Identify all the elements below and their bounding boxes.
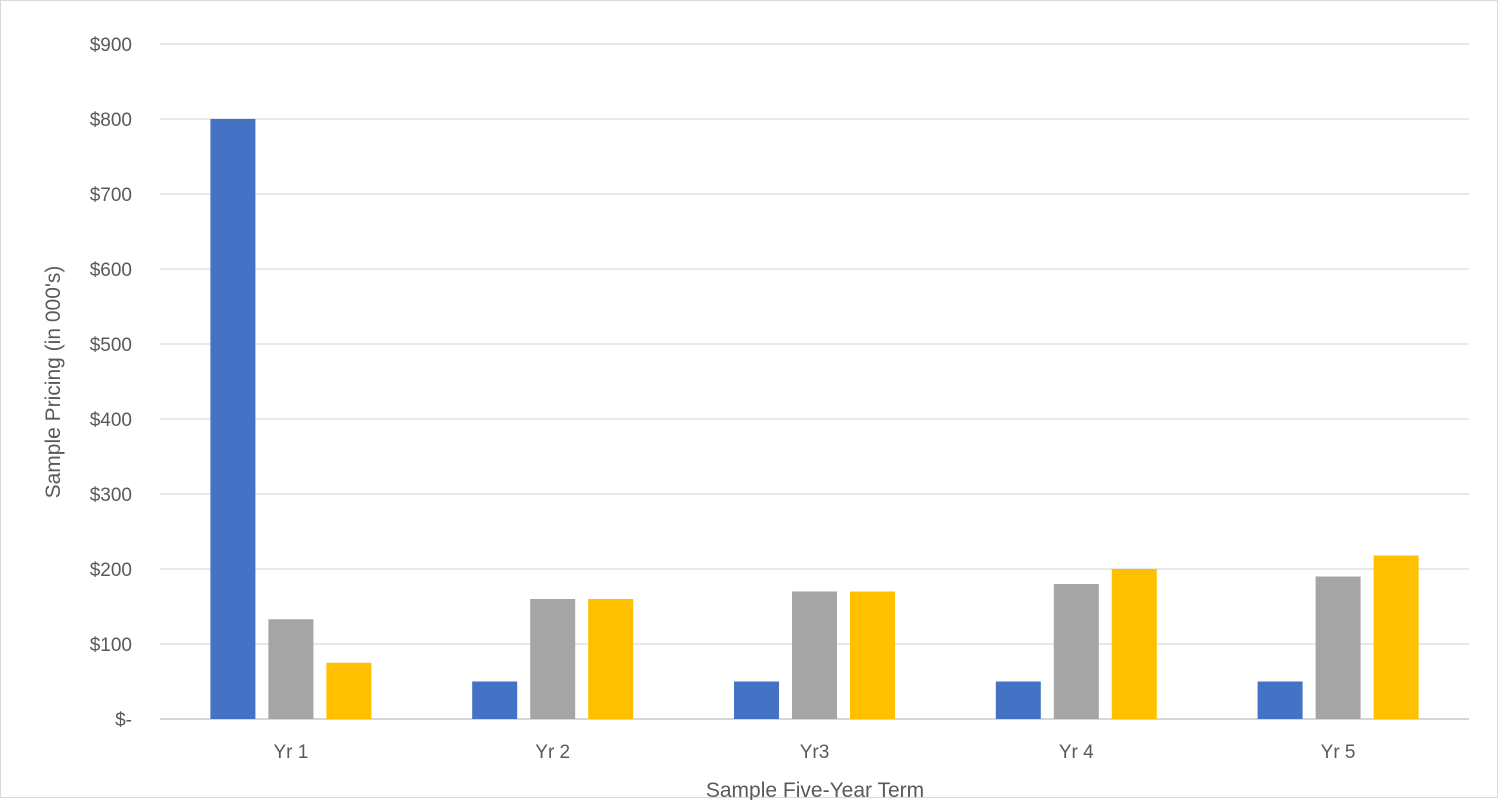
bar <box>1373 555 1419 719</box>
x-tick-label: Yr 1 <box>273 742 308 763</box>
y-tick-label: $700 <box>90 185 132 206</box>
y-axis-ticks: $- $100 $200 $300 $400 $500 $600 $700 $800 $900 <box>90 35 132 731</box>
bars <box>210 119 1419 719</box>
bar <box>850 591 895 719</box>
x-axis-title: Sample Five-Year Term <box>706 779 924 800</box>
y-tick-label: $400 <box>90 410 132 431</box>
bar <box>792 591 837 719</box>
y-tick-label: $300 <box>90 485 132 506</box>
bar <box>1315 576 1361 719</box>
bar <box>588 599 634 719</box>
bar <box>1111 569 1157 719</box>
y-tick-label: $200 <box>90 560 132 581</box>
bar <box>530 599 576 719</box>
y-tick-label: $- <box>115 710 132 731</box>
bar <box>1257 681 1303 719</box>
y-tick-label: $500 <box>90 335 132 356</box>
bar <box>268 619 314 719</box>
y-tick-label: $800 <box>90 110 132 131</box>
bar <box>326 662 372 719</box>
bar <box>472 681 518 719</box>
bar <box>734 681 779 719</box>
bar <box>995 681 1041 719</box>
x-tick-label: Yr 2 <box>535 742 570 763</box>
bar <box>1053 584 1099 719</box>
gridlines <box>160 43 1469 720</box>
x-tick-label: Yr 4 <box>1059 742 1094 763</box>
y-tick-label: $900 <box>90 35 132 56</box>
bar <box>210 119 256 719</box>
y-tick-label: $100 <box>90 635 132 656</box>
x-tick-label: Yr 5 <box>1321 742 1356 763</box>
y-tick-label: $600 <box>90 260 132 281</box>
y-axis-title: Sample Pricing (in 000's) <box>42 266 65 499</box>
x-axis-ticks: Yr 1 Yr 2 Yr3 Yr 4 Yr 5 <box>273 742 1355 763</box>
x-tick-label: Yr3 <box>800 742 830 763</box>
